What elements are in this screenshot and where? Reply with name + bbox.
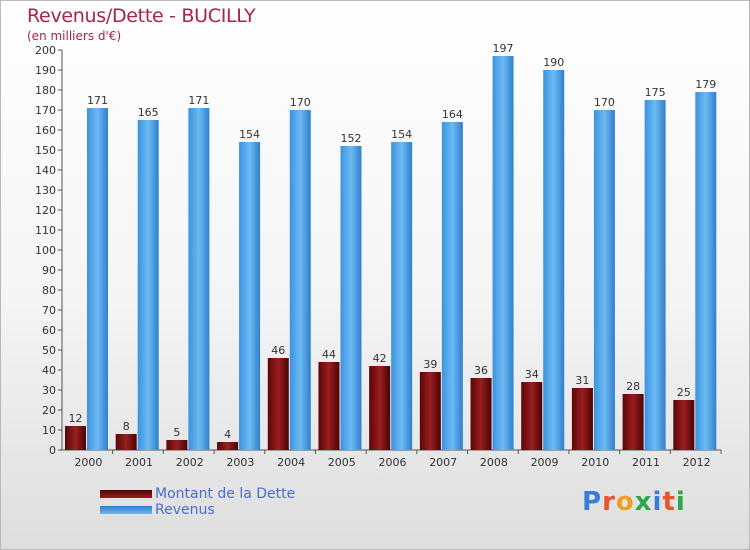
data-label-revenus: 197 [493, 42, 514, 55]
y-tick-label: 70 [42, 304, 56, 317]
legend-swatch-dette [100, 490, 152, 498]
y-tick-label: 140 [35, 164, 56, 177]
data-label-revenus: 154 [391, 128, 412, 141]
data-label-revenus: 152 [340, 132, 361, 145]
data-label-revenus: 170 [594, 96, 615, 109]
bar-dette [419, 372, 441, 450]
x-tick-label: 2010 [581, 456, 609, 469]
bar-dette [166, 440, 188, 450]
y-tick-label: 190 [35, 64, 56, 77]
x-tick-label: 2009 [531, 456, 559, 469]
y-tick-label: 130 [35, 184, 56, 197]
y-tick-label: 40 [42, 364, 56, 377]
y-tick-label: 200 [35, 44, 56, 57]
bar-dette [318, 362, 340, 450]
y-tick-label: 110 [35, 224, 56, 237]
bar-revenus [593, 110, 615, 450]
y-tick-label: 180 [35, 84, 56, 97]
data-label-dette: 28 [626, 380, 640, 393]
data-label-revenus: 179 [695, 78, 716, 91]
bar-revenus [188, 108, 210, 450]
bar-revenus [137, 120, 159, 450]
data-label-dette: 36 [474, 364, 488, 377]
data-label-revenus: 171 [188, 94, 209, 107]
bar-revenus [644, 100, 666, 450]
bar-dette [115, 434, 137, 450]
y-tick-label: 50 [42, 344, 56, 357]
y-tick-label: 20 [42, 404, 56, 417]
bar-revenus [695, 92, 717, 450]
x-tick-label: 2011 [632, 456, 660, 469]
data-label-revenus: 190 [543, 56, 564, 69]
bar-revenus [543, 70, 565, 450]
x-tick-label: 2006 [379, 456, 407, 469]
data-label-revenus: 171 [87, 94, 108, 107]
y-tick-label: 30 [42, 384, 56, 397]
y-tick-label: 90 [42, 264, 56, 277]
y-tick-label: 80 [42, 284, 56, 297]
x-tick-label: 2008 [480, 456, 508, 469]
y-tick-label: 0 [49, 444, 56, 457]
bar-revenus [391, 142, 413, 450]
bar-dette [470, 378, 492, 450]
proxiti-logo: Proxiti [582, 487, 686, 517]
data-label-dette: 31 [575, 374, 589, 387]
x-tick-label: 2002 [176, 456, 204, 469]
legend-swatch-revenus [100, 506, 152, 514]
bar-dette [369, 366, 391, 450]
x-tick-label: 2003 [226, 456, 254, 469]
bar-dette [267, 358, 289, 450]
data-label-dette: 42 [373, 352, 387, 365]
data-label-dette: 8 [123, 420, 130, 433]
bar-dette [65, 426, 86, 450]
data-label-dette: 5 [173, 426, 180, 439]
data-label-revenus: 165 [138, 106, 159, 119]
bar-dette [521, 382, 543, 450]
bar-dette [673, 400, 695, 450]
x-tick-label: 2004 [277, 456, 305, 469]
data-label-dette: 34 [525, 368, 539, 381]
data-label-revenus: 170 [290, 96, 311, 109]
legend-label-dette: Montant de la Dette [155, 486, 296, 502]
y-tick-label: 150 [35, 144, 56, 157]
bar-revenus [441, 122, 463, 450]
bar-dette [571, 388, 593, 450]
data-label-dette: 46 [271, 344, 285, 357]
y-tick-label: 60 [42, 324, 56, 337]
y-tick-label: 170 [35, 104, 56, 117]
x-tick-label: 2000 [74, 456, 102, 469]
chart-title: Revenus/Dette - BUCILLY [27, 5, 256, 27]
x-tick-label: 2007 [429, 456, 457, 469]
y-tick-label: 100 [35, 244, 56, 257]
bar-revenus [87, 108, 108, 450]
data-label-revenus: 164 [442, 108, 463, 121]
data-label-dette: 12 [69, 412, 83, 425]
y-tick-label: 120 [35, 204, 56, 217]
bar-revenus [289, 110, 311, 450]
x-tick-label: 2012 [683, 456, 711, 469]
y-tick-label: 160 [35, 124, 56, 137]
bar-dette [622, 394, 644, 450]
data-label-dette: 44 [322, 348, 336, 361]
x-tick-label: 2005 [328, 456, 356, 469]
data-label-revenus: 154 [239, 128, 260, 141]
bar-dette [217, 442, 239, 450]
chart-subtitle: (en milliers d'€) [27, 29, 122, 43]
data-label-dette: 25 [677, 386, 691, 399]
legend-label-revenus: Revenus [155, 502, 215, 518]
x-tick-label: 2001 [125, 456, 153, 469]
bar-revenus [239, 142, 261, 450]
bar-revenus [492, 56, 514, 450]
data-label-dette: 39 [423, 358, 437, 371]
bar-revenus [340, 146, 362, 450]
data-label-revenus: 175 [645, 86, 666, 99]
y-tick-label: 10 [42, 424, 56, 437]
data-label-dette: 4 [224, 428, 231, 441]
